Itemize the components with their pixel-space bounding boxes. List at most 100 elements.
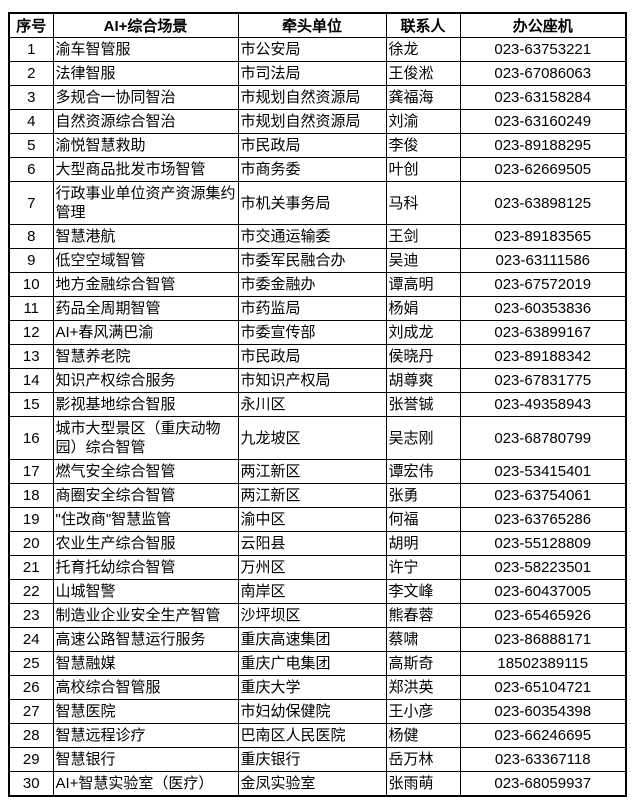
table-row: 2 法律智服 市司法局 王俊淞 023-67086063: [8, 61, 627, 86]
scenario-cell: 行政事业单位资产资源集约管理: [52, 181, 239, 225]
table-row: 15 影视基地综合智服 永川区 张誉铖 023-49358943: [8, 392, 627, 417]
office-phone-cell: 023-58223501: [459, 555, 627, 580]
table-row: 30 AI+智慧实验室（医疗） 金凤实验室 张雨萌 023-68059937: [8, 771, 627, 797]
contact-cell: 杨健: [385, 723, 461, 748]
scenario-cell: 山城智警: [52, 579, 239, 604]
row-number-cell: 30: [8, 771, 54, 797]
table-row: 14 知识产权综合服务 市知识产权局 胡尊爽 023-67831775: [8, 368, 627, 393]
scenario-cell: 低空空域智管: [52, 248, 239, 273]
scenario-cell: 农业生产综合智服: [52, 531, 239, 556]
contact-cell: 马科: [385, 181, 461, 225]
table-row: 5 渝悦智慧救助 市民政局 李俊 023-89188295: [8, 133, 627, 158]
table-row: 19 "住改商"智慧监管 渝中区 何福 023-63765286: [8, 507, 627, 532]
contact-cell: 谭宏伟: [385, 459, 461, 484]
row-number-cell: 15: [8, 392, 54, 417]
lead-unit-cell: 市公安局: [237, 37, 387, 62]
contact-cell: 王俊淞: [385, 61, 461, 86]
table-row: 11 药品全周期智管 市药监局 杨娟 023-60353836: [8, 296, 627, 321]
office-phone-cell: 023-62669505: [459, 157, 627, 182]
contact-cell: 龚福海: [385, 85, 461, 110]
scenario-cell: 渝悦智慧救助: [52, 133, 239, 158]
contact-cell: 蔡啸: [385, 627, 461, 652]
table-row: 26 高校综合智管服 重庆大学 郑洪英 023-65104721: [8, 675, 627, 700]
header-lead-unit: 牵头单位: [237, 12, 387, 38]
office-phone-cell: 023-60437005: [459, 579, 627, 604]
scenario-cell: 自然资源综合智治: [52, 109, 239, 134]
office-phone-cell: 023-89188342: [459, 344, 627, 369]
office-phone-cell: 023-63160249: [459, 109, 627, 134]
row-number-cell: 2: [8, 61, 54, 86]
row-number-cell: 26: [8, 675, 54, 700]
office-phone-cell: 023-60353836: [459, 296, 627, 321]
lead-unit-cell: 市民政局: [237, 344, 387, 369]
office-phone-cell: 023-89188295: [459, 133, 627, 158]
lead-unit-cell: 市商务委: [237, 157, 387, 182]
table-row: 28 智慧远程诊疗 巴南区人民医院 杨健 023-66246695: [8, 723, 627, 748]
row-number-cell: 20: [8, 531, 54, 556]
office-phone-cell: 023-53415401: [459, 459, 627, 484]
contact-cell: 李俊: [385, 133, 461, 158]
contact-cell: 张勇: [385, 483, 461, 508]
contact-cell: 吴迪: [385, 248, 461, 273]
contact-cell: 郑洪英: [385, 675, 461, 700]
row-number-cell: 29: [8, 747, 54, 772]
row-number-cell: 23: [8, 603, 54, 628]
row-number-cell: 5: [8, 133, 54, 158]
contact-cell: 刘渝: [385, 109, 461, 134]
scenario-cell: 高校综合智管服: [52, 675, 239, 700]
scenario-cell: 知识产权综合服务: [52, 368, 239, 393]
row-number-cell: 16: [8, 416, 54, 460]
scenario-cell: 托育托幼综合智管: [52, 555, 239, 580]
office-phone-cell: 023-86888171: [459, 627, 627, 652]
table-row: 3 多规合一协同智治 市规划自然资源局 龚福海 023-63158284: [8, 85, 627, 110]
table-row: 4 自然资源综合智治 市规划自然资源局 刘渝 023-63160249: [8, 109, 627, 134]
scenario-cell: 智慧港航: [52, 224, 239, 249]
row-number-cell: 19: [8, 507, 54, 532]
office-phone-cell: 18502389115: [459, 651, 627, 676]
row-number-cell: 27: [8, 699, 54, 724]
office-phone-cell: 023-63753221: [459, 37, 627, 62]
table-row: 16 城市大型景区（重庆动物园）综合智管 九龙坡区 吴志刚 023-68780799: [8, 416, 627, 460]
table-row: 27 智慧医院 市妇幼保健院 王小彦 023-60354398: [8, 699, 627, 724]
scenario-cell: 大型商品批发市场智管: [52, 157, 239, 182]
office-phone-cell: 023-65104721: [459, 675, 627, 700]
office-phone-cell: 023-63158284: [459, 85, 627, 110]
table-row: 8 智慧港航 市交通运输委 王剑 023-89183565: [8, 224, 627, 249]
contact-cell: 胡尊爽: [385, 368, 461, 393]
row-number-cell: 28: [8, 723, 54, 748]
contact-cell: 胡明: [385, 531, 461, 556]
lead-unit-cell: 市规划自然资源局: [237, 85, 387, 110]
office-phone-cell: 023-63754061: [459, 483, 627, 508]
lead-unit-cell: 重庆银行: [237, 747, 387, 772]
table-row: 1 渝车智管服 市公安局 徐龙 023-63753221: [8, 37, 627, 62]
row-number-cell: 4: [8, 109, 54, 134]
lead-unit-cell: 云阳县: [237, 531, 387, 556]
scenario-cell: 影视基地综合智服: [52, 392, 239, 417]
lead-unit-cell: 万州区: [237, 555, 387, 580]
office-phone-cell: 023-68059937: [459, 771, 627, 797]
lead-unit-cell: 重庆高速集团: [237, 627, 387, 652]
table-row: 18 商圈安全综合智管 两江新区 张勇 023-63754061: [8, 483, 627, 508]
lead-unit-cell: 两江新区: [237, 459, 387, 484]
header-scenario: AI+综合场景: [52, 12, 239, 38]
lead-unit-cell: 两江新区: [237, 483, 387, 508]
lead-unit-cell: 市知识产权局: [237, 368, 387, 393]
table-header-row: 序号 AI+综合场景 牵头单位 联系人 办公座机: [8, 12, 627, 38]
scenario-cell: "住改商"智慧监管: [52, 507, 239, 532]
contact-cell: 王剑: [385, 224, 461, 249]
scenario-cell: 智慧融媒: [52, 651, 239, 676]
lead-unit-cell: 市委军民融合办: [237, 248, 387, 273]
lead-unit-cell: 市机关事务局: [237, 181, 387, 225]
scenario-cell: 制造业企业安全生产智管: [52, 603, 239, 628]
lead-unit-cell: 市司法局: [237, 61, 387, 86]
contact-cell: 许宁: [385, 555, 461, 580]
table-row: 9 低空空域智管 市委军民融合办 吴迪 023-63111586: [8, 248, 627, 273]
row-number-cell: 21: [8, 555, 54, 580]
contact-cell: 岳万林: [385, 747, 461, 772]
row-number-cell: 6: [8, 157, 54, 182]
scenario-cell: 智慧远程诊疗: [52, 723, 239, 748]
contact-cell: 刘成龙: [385, 320, 461, 345]
contact-cell: 张雨萌: [385, 771, 461, 797]
row-number-cell: 12: [8, 320, 54, 345]
scenario-cell: 智慧养老院: [52, 344, 239, 369]
